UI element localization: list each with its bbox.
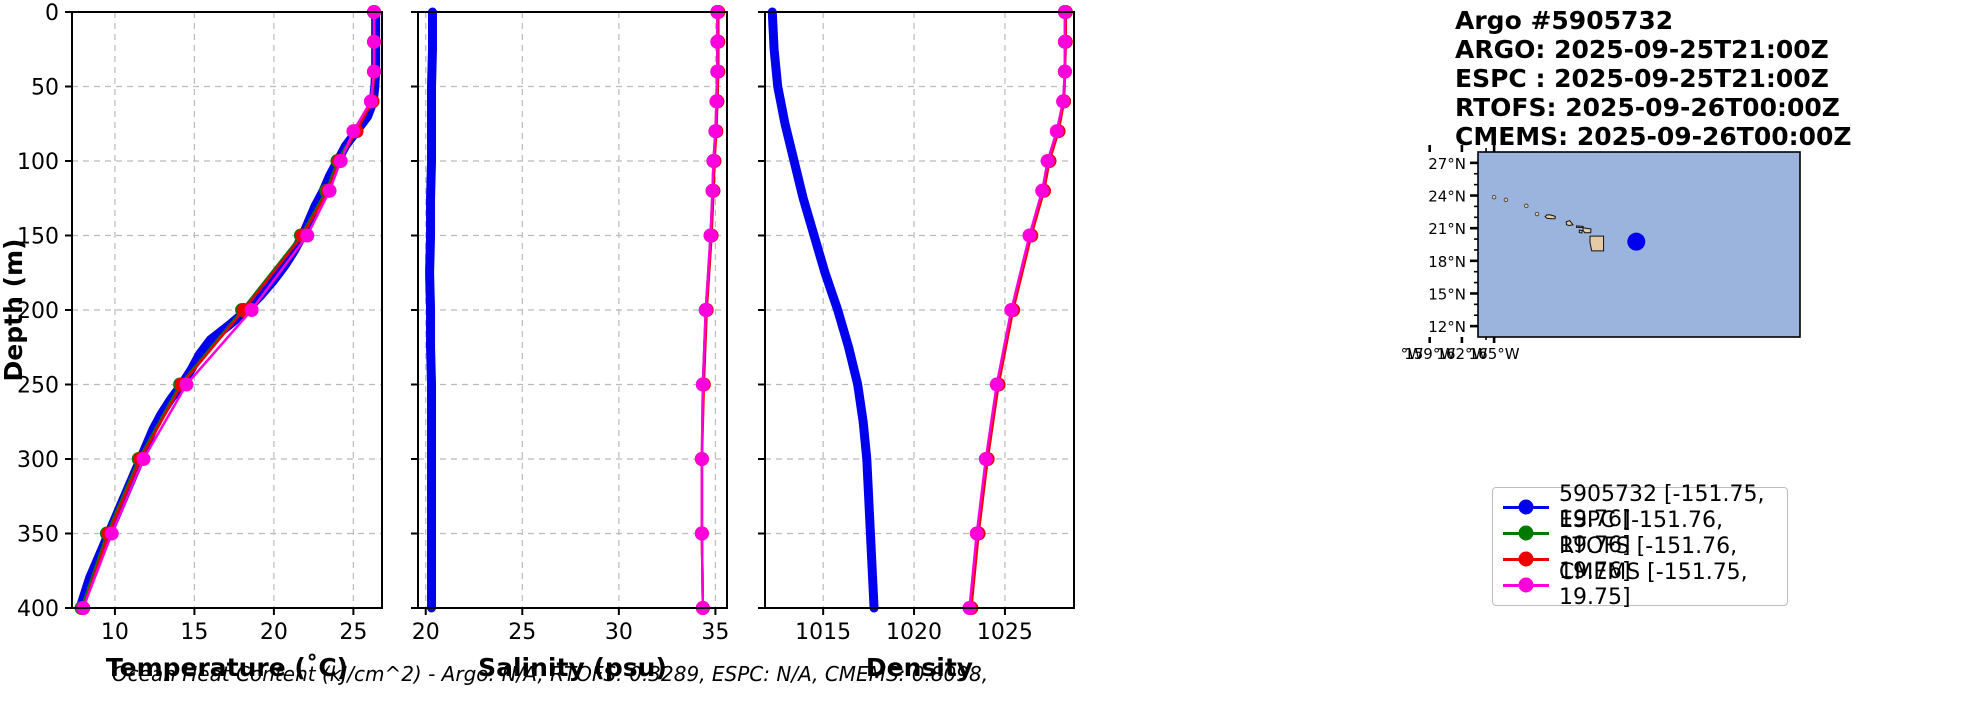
density-panel: 1015 1020 1025 Density bbox=[740, 0, 1085, 712]
xtick-label: 1025 bbox=[977, 620, 1033, 645]
legend-item-cmems[interactable]: CMEMS [-151.75, 19.75] bbox=[1503, 560, 1777, 610]
location-map-svg: 165°W162°W159°W156°W153°W150°W147°W144°W… bbox=[1400, 145, 1801, 363]
ocean-heat-content-caption: Ocean Heat Content (kJ/cm^2) - Argo: N/A… bbox=[111, 662, 989, 686]
header-line-argo-time: ARGO: 2025-09-25T21:00Z bbox=[1455, 35, 1829, 64]
ytick-label: 150 bbox=[17, 225, 59, 250]
xtick-label: 20 bbox=[260, 620, 288, 645]
xtick-label: 10 bbox=[101, 620, 129, 645]
ytick-label: 350 bbox=[17, 523, 59, 548]
legend: 5905732 [-151.75, 19.76] ESPC [-151.76, 1… bbox=[1492, 482, 1788, 610]
ytick-label: 250 bbox=[17, 374, 59, 399]
salinity-profile-svg: 20 25 30 35 Salinity (psu) bbox=[411, 5, 729, 682]
map-ytick-label: 24°N bbox=[1428, 188, 1466, 206]
legend-marker-dot bbox=[1518, 577, 1534, 593]
salinity-panel: 20 25 30 35 Salinity (psu) bbox=[400, 0, 745, 712]
x-axis-label: Temperature (˚C) bbox=[106, 653, 348, 682]
xtick-label: 25 bbox=[339, 620, 367, 645]
map-ytick-label: 15°N bbox=[1428, 285, 1466, 303]
legend-marker-dot bbox=[1518, 551, 1534, 567]
legend-item-label: CMEMS [-151.75, 19.75] bbox=[1559, 560, 1748, 610]
x-axis-label: Density bbox=[866, 653, 973, 682]
series-salinity-profile-0 bbox=[425, 7, 437, 613]
map-ytick-label: 12°N bbox=[1428, 318, 1466, 336]
hawaiian-islands bbox=[1491, 194, 1605, 252]
ytick-label: 200 bbox=[17, 299, 59, 324]
map-xtick-label: 156°W bbox=[1400, 345, 1423, 363]
ytick-label: 50 bbox=[31, 76, 59, 101]
legend-item-argo[interactable]: 5905732 [-151.75, 19.76] bbox=[1503, 482, 1777, 532]
legend-item-label: ESPC [-151.76, 19.76] bbox=[1559, 508, 1723, 558]
x-axis-label: Salinity (psu) bbox=[478, 653, 667, 682]
legend-item-rtofs[interactable]: RTOFS [-151.76, 19.76] bbox=[1503, 534, 1777, 584]
ytick-label: 0 bbox=[45, 1, 59, 26]
argo-float-marker[interactable] bbox=[1627, 232, 1646, 251]
gridlines bbox=[72, 12, 382, 608]
header-line-cmems-time: CMEMS: 2025-09-26T00:00Z bbox=[1455, 122, 1852, 151]
series-density-profile-0 bbox=[767, 7, 879, 613]
header-title-block: Argo #5905732 ARGO: 2025-09-25T21:00Z ES… bbox=[1455, 6, 1852, 151]
header-line-espc-time: ESPC : 2025-09-25T21:00Z bbox=[1455, 64, 1829, 93]
gridlines bbox=[418, 12, 727, 608]
map-ytick-label: 18°N bbox=[1428, 253, 1466, 271]
legend-item-label: RTOFS [-151.76, 19.76] bbox=[1559, 534, 1738, 584]
xtick-label: 25 bbox=[508, 620, 536, 645]
ytick-label: 400 bbox=[17, 597, 59, 622]
ytick-label: 100 bbox=[17, 150, 59, 175]
legend-marker-dot bbox=[1518, 499, 1534, 515]
location-map[interactable]: 165°W162°W159°W156°W153°W150°W147°W144°W… bbox=[1400, 140, 1820, 390]
xtick-label: 20 bbox=[412, 620, 440, 645]
series-salinity-profile-3 bbox=[694, 5, 725, 615]
header-line-argo-id: Argo #5905732 bbox=[1455, 6, 1674, 35]
temperature-panel: 10 15 20 25 0 50 100 150 200 250 300 350 400 Temperat… bbox=[0, 0, 400, 712]
xtick-label: 30 bbox=[605, 620, 633, 645]
y-axis-label: Depth (m) bbox=[0, 239, 28, 382]
legend-line-swatch bbox=[1503, 551, 1549, 567]
map-xtick-label: 162°W bbox=[1436, 345, 1487, 363]
legend-line-swatch bbox=[1503, 499, 1549, 515]
map-ytick-label: 21°N bbox=[1428, 220, 1466, 238]
map-ytick-label: 27°N bbox=[1428, 155, 1466, 173]
xtick-label: 35 bbox=[701, 620, 729, 645]
legend-item-label: 5905732 [-151.75, 19.76] bbox=[1559, 482, 1765, 532]
legend-item-espc[interactable]: ESPC [-151.76, 19.76] bbox=[1503, 508, 1777, 558]
xtick-label: 1015 bbox=[795, 620, 851, 645]
legend-line-swatch bbox=[1503, 525, 1549, 541]
legend-line-swatch bbox=[1503, 577, 1549, 593]
map-xtick-label: 165°W bbox=[1469, 345, 1520, 363]
legend-marker-dot bbox=[1518, 525, 1534, 541]
header-line-rtofs-time: RTOFS: 2025-09-26T00:00Z bbox=[1455, 93, 1840, 122]
xtick-label: 15 bbox=[180, 620, 208, 645]
map-xtick-label: 159°W bbox=[1404, 345, 1455, 363]
ytick-label: 300 bbox=[17, 448, 59, 473]
gridlines bbox=[765, 12, 1074, 608]
xtick-label: 1020 bbox=[886, 620, 942, 645]
temperature-profile-svg: 10 15 20 25050100150200250300350400Temperat… bbox=[0, 1, 383, 682]
